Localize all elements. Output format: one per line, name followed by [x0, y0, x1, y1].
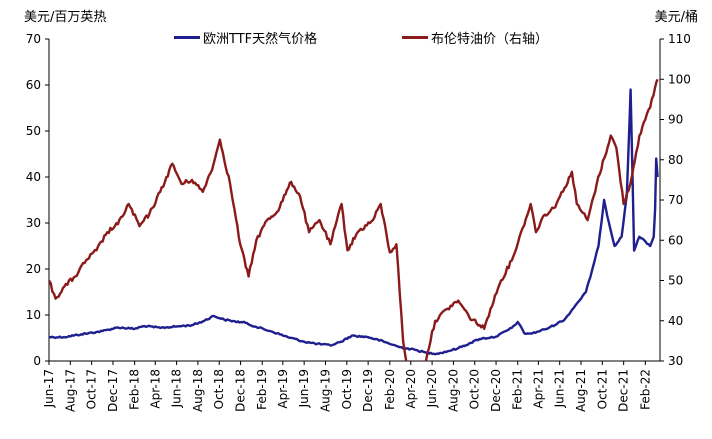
right-y-tick-label: 70	[668, 193, 683, 207]
x-tick-label: Apr-19	[276, 369, 290, 409]
x-tick-label: Apr-21	[531, 369, 545, 409]
left-axis-unit: 美元/百万英热	[24, 10, 107, 25]
legend-label-ttf: 欧洲TTF天然气价格	[203, 32, 318, 47]
left-y-tick-label: 70	[26, 32, 41, 46]
left-y-tick-label: 40	[26, 170, 41, 184]
x-tick-label: Aug-20	[446, 369, 460, 412]
left-y-tick-label: 0	[33, 354, 41, 368]
right-y-tick-label: 40	[668, 314, 683, 328]
x-tick-label: Jun-20	[425, 369, 439, 408]
right-y-tick-label: 90	[668, 113, 683, 127]
left-y-tick-label: 30	[26, 216, 41, 230]
x-tick-label: Dec-18	[234, 369, 248, 412]
right-y-tick-label: 110	[668, 32, 691, 46]
right-axis-unit: 美元/桶	[654, 10, 698, 25]
legend-swatch-ttf	[174, 36, 200, 39]
x-tick-label: Feb-18	[128, 369, 142, 410]
brent-oil-price-line	[49, 78, 659, 361]
x-tick-label: Oct-19	[340, 369, 354, 409]
x-tick-label: Oct-21	[595, 369, 609, 409]
x-tick-label: Feb-21	[511, 369, 525, 410]
left-y-tick-label: 10	[26, 308, 41, 322]
legend-item-brent: 布伦特油价（右轴）	[402, 28, 548, 47]
right-y-tick-label: 50	[668, 274, 683, 288]
x-tick-label: Apr-20	[404, 369, 418, 409]
x-tick-label: Jun-17	[42, 369, 56, 408]
right-y-tick-label: 100	[668, 72, 691, 86]
left-y-tick-label: 50	[26, 124, 41, 138]
x-tick-label: Feb-20	[383, 369, 397, 410]
legend-item-ttf: 欧洲TTF天然气价格	[174, 28, 317, 47]
right-y-tick-label: 80	[668, 153, 683, 167]
x-tick-label: Dec-20	[489, 369, 503, 412]
x-tick-label: Oct-18	[212, 369, 226, 409]
right-y-tick-label: 60	[668, 233, 683, 247]
left-y-tick-label: 60	[26, 78, 41, 92]
x-tick-label: Aug-18	[191, 369, 205, 412]
x-tick-label: Jun-19	[297, 369, 311, 408]
x-tick-label: Aug-21	[574, 369, 588, 412]
x-tick-label: Feb-22	[638, 369, 652, 410]
legend-label-brent: 布伦特油价（右轴）	[431, 32, 549, 47]
x-tick-label: Aug-17	[63, 369, 77, 412]
x-tick-label: Oct-17	[85, 369, 99, 409]
x-tick-label: Jun-18	[170, 369, 184, 408]
x-tick-label: Apr-18	[148, 369, 162, 409]
x-tick-label: Oct-20	[468, 369, 482, 409]
x-tick-label: Aug-19	[318, 369, 332, 412]
x-tick-label: Feb-19	[255, 369, 269, 410]
legend-swatch-brent	[402, 36, 428, 39]
x-tick-label: Dec-19	[361, 369, 375, 412]
right-y-tick-label: 30	[668, 354, 683, 368]
x-tick-label: Dec-17	[106, 369, 120, 412]
ttf-gas-price-line	[49, 88, 659, 356]
x-tick-label: Jun-21	[553, 369, 567, 408]
left-y-tick-label: 20	[26, 262, 41, 276]
x-tick-label: Dec-21	[617, 369, 631, 412]
